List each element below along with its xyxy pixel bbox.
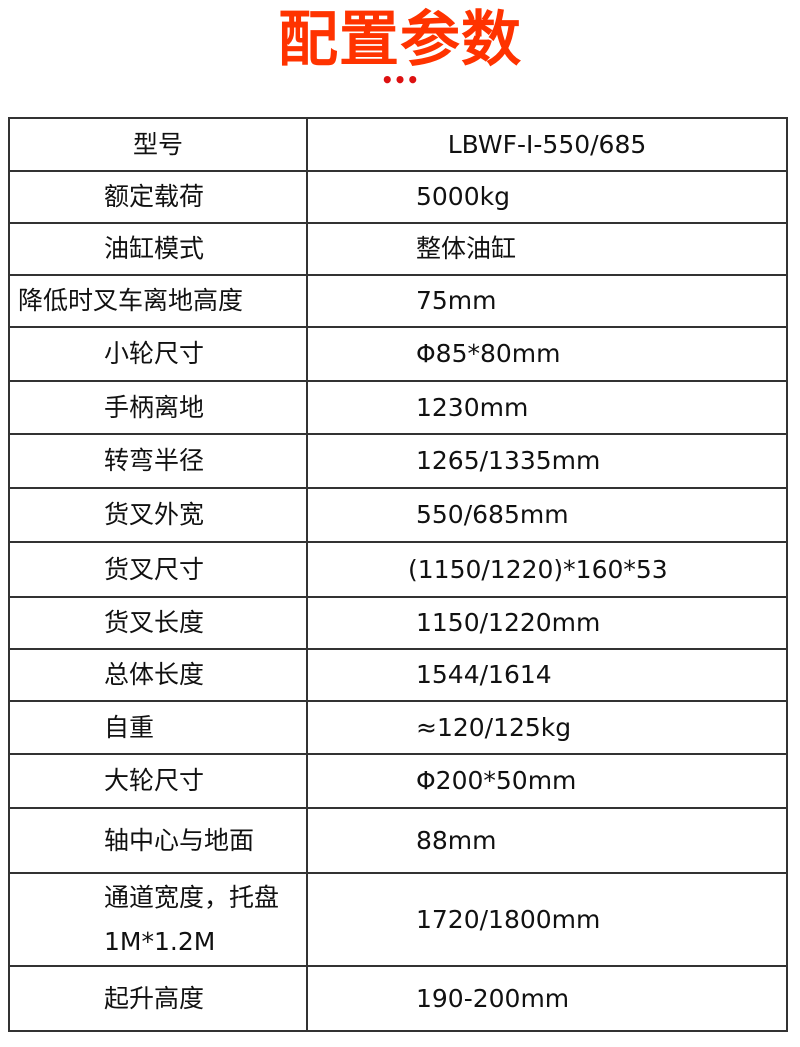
spec-label: 起升高度 (8, 965, 308, 1032)
table-row: 货叉尺寸 (1150/1220)*160*53 (8, 541, 788, 598)
spec-label: 油缸模式 (8, 222, 308, 276)
spec-value: 1150/1220mm (306, 596, 788, 650)
spec-label: 自重 (8, 700, 308, 755)
table-row: 手柄离地 1230mm (8, 380, 788, 435)
spec-table: 型号 LBWF-Ⅰ-550/685 额定载荷 5000kg 油缸模式 整体油缸 降低时叉车离… (8, 117, 788, 1032)
table-row: 降低时叉车离地高度 75mm (8, 274, 788, 328)
spec-label: 货叉尺寸 (8, 541, 308, 598)
spec-value: 整体油缸 (306, 222, 788, 276)
spec-value: Φ200*50mm (306, 753, 788, 809)
decorative-dots: ••• (380, 68, 420, 92)
spec-label: 轴中心与地面 (8, 807, 308, 874)
spec-label: 大轮尺寸 (8, 753, 308, 809)
table-row: 通道宽度，托盘1M*1.2M 1720/1800mm (8, 872, 788, 967)
table-row: 起升高度 190-200mm (8, 965, 788, 1032)
table-row: 总体长度 1544/1614 (8, 648, 788, 702)
spec-label: 转弯半径 (8, 433, 308, 489)
spec-label: 总体长度 (8, 648, 308, 702)
spec-value: 75mm (306, 274, 788, 328)
table-row: 小轮尺寸 Φ85*80mm (8, 326, 788, 382)
table-row: 大轮尺寸 Φ200*50mm (8, 753, 788, 809)
spec-value: 1265/1335mm (306, 433, 788, 489)
table-row: 货叉外宽 550/685mm (8, 487, 788, 543)
spec-label: 小轮尺寸 (8, 326, 308, 382)
table-row: 转弯半径 1265/1335mm (8, 433, 788, 489)
page-title: 配置参数 (278, 5, 522, 75)
table-row: 货叉长度 1150/1220mm (8, 596, 788, 650)
spec-value: LBWF-Ⅰ-550/685 (306, 117, 788, 172)
spec-value: 190-200mm (306, 965, 788, 1032)
spec-label: 型号 (8, 117, 308, 172)
table-row: 型号 LBWF-Ⅰ-550/685 (8, 117, 788, 172)
table-row: 轴中心与地面 88mm (8, 807, 788, 874)
spec-value: 550/685mm (306, 487, 788, 543)
spec-value: Φ85*80mm (306, 326, 788, 382)
table-row: 油缸模式 整体油缸 (8, 222, 788, 276)
spec-label: 货叉长度 (8, 596, 308, 650)
spec-value: 1720/1800mm (306, 872, 788, 967)
spec-value: 88mm (306, 807, 788, 874)
spec-label: 额定载荷 (8, 170, 308, 224)
spec-value: 5000kg (306, 170, 788, 224)
spec-value: 1544/1614 (306, 648, 788, 702)
spec-label: 降低时叉车离地高度 (8, 274, 308, 328)
spec-label: 手柄离地 (8, 380, 308, 435)
spec-value: ≈120/125kg (306, 700, 788, 755)
spec-label: 通道宽度，托盘1M*1.2M (8, 872, 308, 967)
spec-value: 1230mm (306, 380, 788, 435)
spec-label: 货叉外宽 (8, 487, 308, 543)
table-row: 自重 ≈120/125kg (8, 700, 788, 755)
spec-value: (1150/1220)*160*53 (306, 541, 788, 598)
table-row: 额定载荷 5000kg (8, 170, 788, 224)
